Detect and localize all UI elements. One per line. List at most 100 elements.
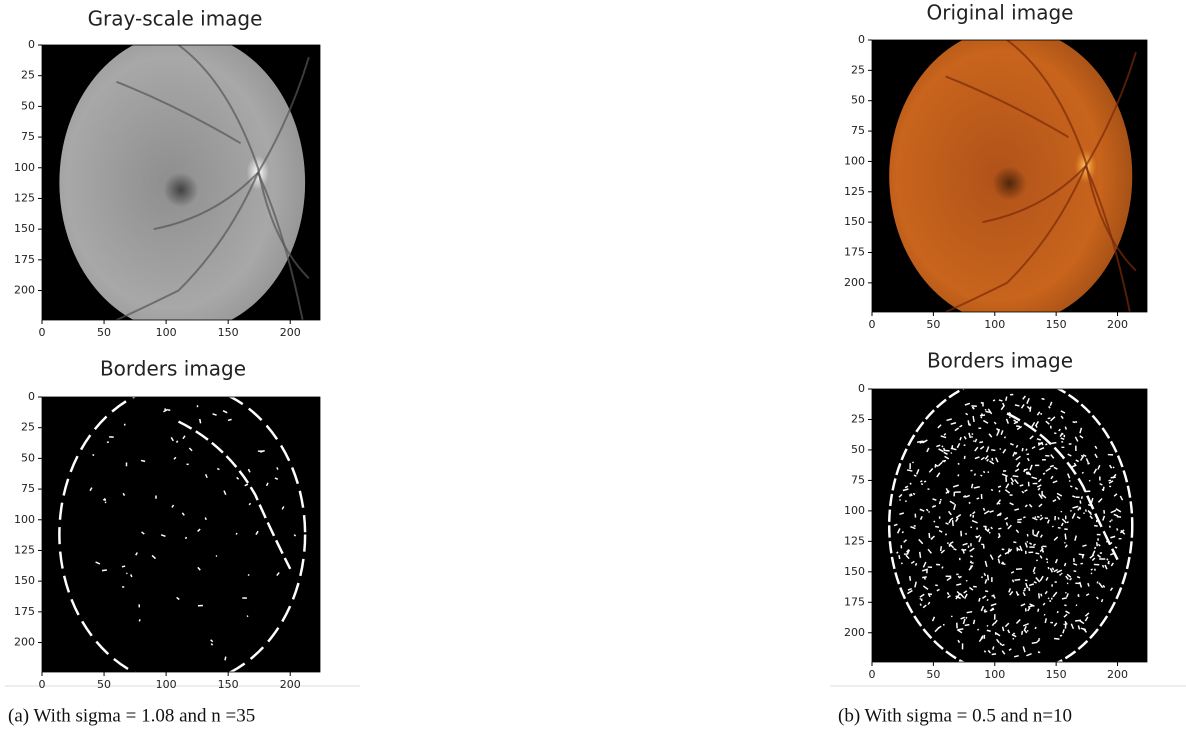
edge-fragment <box>1000 449 1001 450</box>
y-tick-label: 75 <box>21 130 35 143</box>
edge-fragment <box>1047 562 1048 563</box>
edge-fragment <box>1064 605 1066 606</box>
y-tick-label: 150 <box>14 222 35 235</box>
edge-fragment <box>1035 627 1036 629</box>
edge-fragment <box>968 420 969 425</box>
x-tick-label: 200 <box>1107 318 1128 331</box>
edge-fragment <box>1045 618 1046 623</box>
edge-fragment <box>945 534 946 536</box>
y-tick-label: 50 <box>21 99 35 112</box>
edge-fragment <box>971 561 972 563</box>
edge-fragment <box>1015 452 1016 454</box>
y-tick-label: 150 <box>844 215 865 228</box>
x-tick-label: 50 <box>97 326 111 339</box>
edge-fragment <box>1030 407 1031 412</box>
image <box>872 28 1147 324</box>
edge-fragment <box>1048 418 1051 419</box>
x-tick-label: 150 <box>218 678 239 691</box>
y-tick-label: 175 <box>14 605 35 618</box>
edge-fragment <box>1065 534 1066 540</box>
edge-fragment <box>920 481 922 482</box>
edge-fragment <box>991 489 993 490</box>
edge-fragment <box>1103 565 1104 567</box>
edge-fragment <box>981 402 982 403</box>
x-tick-label: 100 <box>984 668 1005 681</box>
edge-fragment <box>931 538 932 539</box>
edge-fragment <box>248 575 249 576</box>
edge-fragment <box>992 654 996 655</box>
edge-fragment <box>236 533 237 535</box>
edge-fragment <box>1036 553 1040 554</box>
caption: (b) With sigma = 0.5 and n=10 <box>838 705 1072 726</box>
x-tick-label: 200 <box>1107 668 1128 681</box>
edge-fragment <box>998 486 1001 487</box>
x-tick-label: 0 <box>39 326 46 339</box>
edge-fragment <box>924 481 926 482</box>
edge-fragment <box>942 446 943 447</box>
y-tick-label: 200 <box>844 626 865 639</box>
edge-fragment <box>999 400 1003 401</box>
edge-fragment <box>1013 542 1016 543</box>
edge-fragment <box>921 484 923 485</box>
edge-fragment <box>910 483 911 484</box>
edge-fragment <box>1054 433 1056 434</box>
x-tick-label: 50 <box>97 678 111 691</box>
edge-fragment <box>940 501 941 504</box>
y-tick-label: 125 <box>14 191 35 204</box>
edge-fragment <box>1042 444 1043 445</box>
edge-fragment <box>1009 413 1011 414</box>
edge-fragment <box>948 542 949 543</box>
edge-fragment <box>1081 496 1082 498</box>
crop-cover <box>0 687 400 703</box>
edge-fragment <box>973 416 974 422</box>
edge-fragment <box>1043 473 1045 474</box>
edge-fragment <box>958 474 959 476</box>
x-tick-label: 50 <box>926 318 940 331</box>
edge-fragment <box>1058 517 1059 519</box>
edge-fragment <box>1059 430 1060 431</box>
edge-fragment <box>1065 427 1066 430</box>
edge-fragment <box>1027 534 1028 536</box>
edge-fragment <box>1078 596 1080 597</box>
edge-fragment <box>960 437 961 440</box>
edge-fragment <box>1060 574 1061 575</box>
edge-fragment <box>966 617 967 618</box>
edge-fragment <box>1091 573 1092 574</box>
edge-fragment <box>1072 496 1075 497</box>
edge-fragment <box>992 458 993 461</box>
edge-fragment <box>970 556 972 557</box>
x-tick-label: 100 <box>156 678 177 691</box>
edge-fragment <box>972 484 973 488</box>
y-tick-label: 125 <box>844 534 865 547</box>
y-tick-label: 0 <box>858 33 865 46</box>
edge-fragment <box>942 567 943 569</box>
caption: (a) With sigma = 1.08 and n =35 <box>8 705 255 726</box>
edge-fragment <box>1076 421 1077 423</box>
edge-fragment <box>988 575 989 581</box>
edge-fragment <box>1102 599 1103 602</box>
edge-fragment <box>211 644 212 646</box>
edge-fragment <box>1095 547 1096 549</box>
y-tick-label: 150 <box>14 574 35 587</box>
y-tick-label: 0 <box>28 38 35 51</box>
edge-fragment <box>1074 571 1077 572</box>
edge-fragment <box>969 502 970 503</box>
edge-fragment <box>186 537 187 539</box>
y-tick-label: 125 <box>844 185 865 198</box>
edge-fragment <box>910 576 911 581</box>
edge-fragment <box>1094 526 1098 527</box>
y-tick-label: 25 <box>851 412 865 425</box>
edge-fragment <box>228 419 232 420</box>
edge-fragment <box>1006 522 1007 525</box>
edge-fragment <box>984 651 985 653</box>
edge-fragment <box>929 511 930 512</box>
edge-fragment <box>1042 399 1045 400</box>
edge-fragment <box>1002 549 1004 550</box>
edge-fragment <box>993 646 994 649</box>
edge-fragment <box>1020 485 1024 486</box>
edge-fragment <box>987 630 991 631</box>
edge-fragment <box>1002 645 1004 646</box>
edge-fragment <box>1052 568 1053 570</box>
y-tick-label: 200 <box>844 276 865 289</box>
y-tick-label: 25 <box>21 69 35 82</box>
